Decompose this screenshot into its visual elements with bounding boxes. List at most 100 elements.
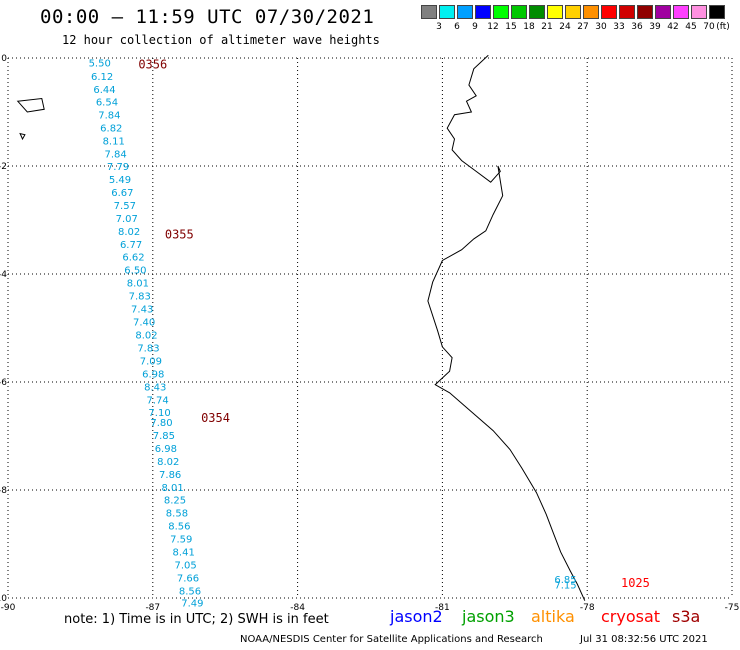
- coastline-path: [427, 54, 586, 601]
- x-tick-label: -75: [725, 603, 740, 613]
- pass-time-label: 0356: [138, 57, 167, 71]
- y-tick-label: -8: [0, 486, 7, 496]
- coastline: [16, 54, 586, 601]
- wave-height-value: 7.84: [98, 111, 120, 122]
- wave-height-value: 8.56: [168, 522, 190, 533]
- legend-swatch: [655, 5, 671, 19]
- footnote: note: 1) Time is in UTC; 2) SWH is in fe…: [64, 612, 329, 627]
- legend-bin-label: 45: [685, 22, 697, 32]
- legend-unit: (ft): [716, 22, 730, 32]
- altimeter-tracks: 5.506.126.446.547.846.828.117.847.795.49…: [89, 58, 577, 609]
- wave-height-value: 7.66: [177, 573, 199, 584]
- legend-bin-label: 70: [703, 22, 715, 32]
- legend-swatch: [601, 5, 617, 19]
- legend-bin-label: 27: [577, 22, 589, 32]
- wave-height-value: 7.57: [114, 201, 136, 212]
- wave-height-value: 5.50: [89, 58, 111, 69]
- wave-height-value: 7.85: [153, 431, 175, 442]
- wave-height-value: 8.01: [161, 483, 183, 494]
- legend-bin-label: 18: [523, 22, 535, 32]
- wave-height-value: 7.74: [146, 395, 168, 406]
- wave-height-value: 8.11: [103, 137, 125, 148]
- wave-height-value: 6.67: [111, 188, 133, 199]
- legend-swatch: [529, 5, 545, 19]
- wave-height-value: 6.50: [124, 266, 146, 277]
- island-outline: [19, 132, 26, 141]
- satellite-label-jason2: jason2: [390, 607, 443, 626]
- legend-swatch: [619, 5, 635, 19]
- wave-height-value: 8.43: [144, 382, 166, 393]
- legend-swatch: [493, 5, 509, 19]
- satellite-label-s3a: s3a: [672, 607, 701, 626]
- legend-bin-label: 12: [487, 22, 499, 32]
- pass-time-label: 0355: [165, 228, 194, 242]
- legend-swatch: [475, 5, 491, 19]
- legend-bin-label: 33: [613, 22, 625, 32]
- legend-swatch: [637, 5, 653, 19]
- y-tick-label: -4: [0, 270, 7, 280]
- wave-height-value: 7.79: [107, 162, 129, 173]
- legend-swatch: [691, 5, 707, 19]
- x-tick-label: -78: [580, 603, 595, 613]
- wave-height-value: 8.02: [157, 457, 179, 468]
- legend-bin-label: 24: [559, 22, 571, 32]
- legend-bin-label: 15: [505, 22, 517, 32]
- wave-height-value: 7.10: [148, 408, 170, 419]
- legend-bin-label: 9: [472, 22, 478, 32]
- axis-tick-labels: -90 -87 -84 -81 -78 -75 0 -2 -4 -6 -8 -10: [0, 54, 739, 613]
- y-tick-label: -10: [0, 594, 7, 604]
- legend-swatch: [709, 5, 725, 19]
- x-tick-label: -90: [1, 603, 16, 613]
- legend-bin-label: 42: [667, 22, 679, 32]
- wave-height-value: 7.40: [133, 318, 155, 329]
- wave-height-value: 6.54: [96, 98, 118, 109]
- wave-height-value: 6.44: [93, 85, 115, 96]
- wave-height-value: 7.59: [170, 535, 192, 546]
- wave-height-value: 7.83: [129, 292, 151, 303]
- legend-bin-label: 3: [436, 22, 442, 32]
- legend-swatch: [421, 5, 437, 19]
- wave-height-value: 7.43: [131, 305, 153, 316]
- wave-height-value: 8.02: [135, 330, 157, 341]
- legend-swatch: [565, 5, 581, 19]
- pass-time-label: 0354: [201, 411, 230, 425]
- x-tick-label: -87: [145, 603, 160, 613]
- map-subtitle: 12 hour collection of altimeter wave hei…: [62, 33, 380, 47]
- wave-height-value: 7.80: [150, 418, 172, 429]
- legend-swatch: [673, 5, 689, 19]
- credit-line: NOAA/NESDIS Center for Satellite Applica…: [240, 634, 543, 645]
- wave-height-value: 7.86: [159, 470, 181, 481]
- legend-swatch: [457, 5, 473, 19]
- legend-bin-label: 36: [631, 22, 643, 32]
- wave-height-value: 7.83: [137, 343, 159, 354]
- wave-height-value: 8.41: [173, 548, 195, 559]
- wave-height-value: 7.15: [554, 581, 576, 592]
- wave-height-value: 8.58: [166, 509, 188, 520]
- map-title: 00:00 – 11:59 UTC 07/30/2021: [40, 6, 375, 28]
- lat-lon-grid: [7, 57, 733, 599]
- wave-height-value: 6.98: [155, 444, 177, 455]
- pass-time-label: 1025: [621, 576, 650, 590]
- wave-height-value: 7.09: [140, 356, 162, 367]
- y-tick-label: 0: [1, 54, 7, 64]
- wave-height-value: 6.12: [91, 72, 113, 83]
- y-tick-label: -2: [0, 162, 7, 172]
- y-tick-label: -6: [0, 378, 7, 388]
- wave-height-value: 8.01: [127, 279, 149, 290]
- x-tick-label: -81: [435, 603, 450, 613]
- wave-height-value: 5.49: [109, 175, 131, 186]
- pass-time-labels: 0356 0355 0354 1025: [138, 57, 650, 589]
- wave-height-value: 8.02: [118, 227, 140, 238]
- legend-bin-label: 6: [454, 22, 460, 32]
- wave-height-value: 8.25: [164, 496, 186, 507]
- legend-bin-label: 39: [649, 22, 661, 32]
- satellite-label-altika: altika: [531, 607, 575, 626]
- legend-swatch: [547, 5, 563, 19]
- island-outline: [16, 97, 45, 113]
- wave-height-value: 7.07: [116, 214, 138, 225]
- wave-height-value: 7.49: [181, 598, 203, 609]
- generation-timestamp: Jul 31 08:32:56 UTC 2021: [580, 634, 708, 645]
- wave-height-value: 6.82: [100, 124, 122, 135]
- wave-height-value: 8.56: [179, 586, 201, 597]
